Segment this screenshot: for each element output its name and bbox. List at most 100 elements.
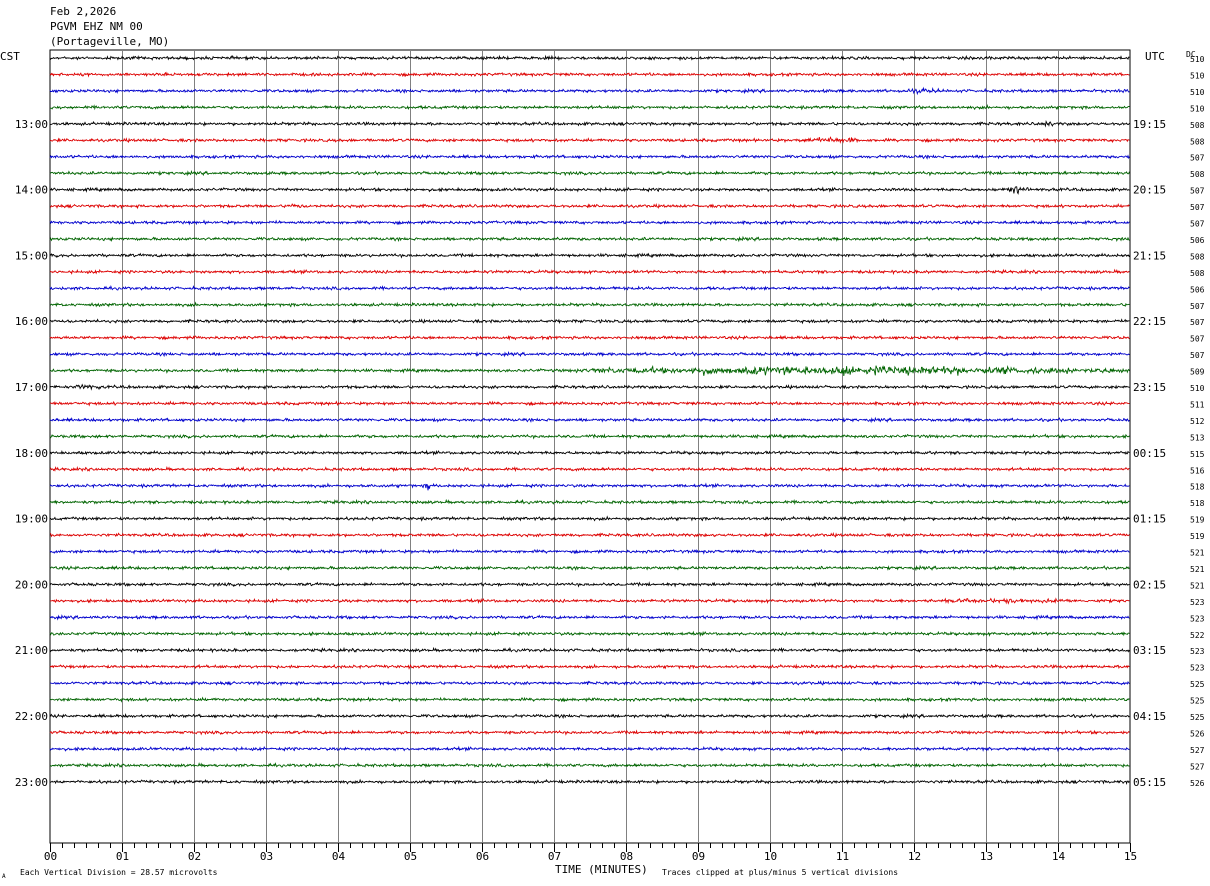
x-tick-label: 06 [476, 850, 489, 863]
seismic-trace [49, 153, 1130, 160]
dc-value: 507 [1190, 203, 1205, 212]
x-tick-label: 03 [260, 850, 273, 863]
left-timezone-label: CST [0, 50, 20, 63]
seismic-trace [49, 696, 1130, 703]
seismic-trace [49, 466, 1130, 473]
x-axis-label: TIME (MINUTES) [555, 863, 648, 876]
left-hour-label: 21:00 [15, 644, 48, 657]
dc-value: 525 [1190, 713, 1205, 722]
seismic-trace [49, 334, 1130, 341]
seismic-trace [49, 597, 1130, 605]
dc-value: 516 [1190, 466, 1205, 475]
dc-value: 507 [1190, 351, 1205, 360]
seismic-trace [49, 482, 1130, 491]
dc-value: 507 [1190, 154, 1205, 163]
left-hour-label: 22:00 [15, 710, 48, 723]
dc-value: 510 [1190, 88, 1205, 97]
x-tick-label: 05 [404, 850, 417, 863]
dc-value: 519 [1190, 516, 1205, 525]
seismic-trace [49, 383, 1130, 391]
seismic-trace [49, 630, 1130, 637]
seismic-trace [49, 219, 1130, 226]
dc-value: 518 [1190, 499, 1205, 508]
dc-value: 507 [1190, 187, 1205, 196]
seismic-trace [49, 762, 1130, 769]
date-title: Feb 2,2026 [50, 5, 117, 18]
dc-header-label: DC [1186, 50, 1196, 59]
x-tick-label: 13 [980, 850, 993, 863]
left-hour-label: 23:00 [15, 776, 48, 789]
seismic-trace [49, 71, 1130, 78]
dc-value: 525 [1190, 680, 1205, 689]
dc-value: 510 [1190, 384, 1205, 393]
seismic-trace [49, 400, 1130, 407]
seismic-trace [50, 515, 1130, 522]
location-title: (Portageville, MO) [50, 35, 170, 48]
seismic-trace [49, 712, 1130, 720]
seismic-trace [49, 119, 1130, 128]
dc-value: 508 [1190, 252, 1205, 261]
dc-value: 507 [1190, 335, 1205, 344]
right-timezone-label: UTC [1145, 50, 1165, 63]
x-tick-label: 04 [332, 850, 346, 863]
seismic-trace [49, 252, 1130, 259]
seismic-trace [49, 416, 1130, 424]
dc-value: 515 [1190, 450, 1205, 459]
dc-value: 527 [1190, 762, 1205, 771]
seismic-trace [49, 729, 1130, 736]
plot-frame [49, 49, 1131, 844]
right-hour-label: 02:15 [1133, 578, 1166, 591]
x-tick-label: 12 [908, 850, 921, 863]
dc-value: 523 [1190, 614, 1205, 623]
dc-value: 513 [1190, 433, 1205, 442]
right-hour-label: 22:15 [1133, 315, 1166, 328]
dc-value: 523 [1190, 664, 1205, 673]
seismic-trace [49, 614, 1130, 621]
seismic-trace [49, 778, 1130, 786]
right-hour-label: 01:15 [1133, 513, 1166, 526]
seismic-trace [49, 86, 1130, 96]
dc-value: 526 [1190, 729, 1205, 738]
right-hour-label: 21:15 [1133, 249, 1166, 262]
seismic-trace [49, 186, 1130, 195]
dc-value: 508 [1190, 170, 1205, 179]
left-hour-label: 18:00 [15, 447, 48, 460]
station-title: PGVM EHZ NM 00 [50, 20, 143, 33]
dc-value: 508 [1190, 269, 1205, 278]
seismic-trace [49, 284, 1130, 292]
seismic-trace [49, 498, 1130, 506]
dc-value: 511 [1190, 400, 1205, 409]
seismic-trace [49, 364, 1130, 376]
seismic-trace [49, 301, 1130, 309]
x-tick-label: 02 [188, 850, 201, 863]
seismic-trace [49, 136, 1130, 144]
left-hour-label: 15:00 [15, 249, 48, 262]
dc-value: 521 [1190, 581, 1205, 590]
x-tick-label: 07 [548, 850, 561, 863]
dc-value: 525 [1190, 697, 1205, 706]
dc-value: 519 [1190, 532, 1205, 541]
dc-value: 509 [1190, 368, 1205, 377]
clip-note: Traces clipped at plus/minus 5 vertical … [662, 868, 899, 877]
seismic-trace [49, 646, 1130, 654]
left-hour-label: 14:00 [15, 184, 48, 197]
left-hour-label: 20:00 [15, 578, 48, 591]
seismic-trace [49, 581, 1130, 588]
seismic-trace [49, 203, 1130, 210]
dc-value: 507 [1190, 220, 1205, 229]
dc-value: 523 [1190, 598, 1205, 607]
left-hour-label: 13:00 [15, 118, 48, 131]
seismic-trace [49, 54, 1130, 62]
dc-value: 523 [1190, 647, 1205, 656]
seismic-trace [49, 663, 1130, 670]
dc-value: 506 [1190, 285, 1205, 294]
left-hour-label: 19:00 [15, 513, 48, 526]
dc-value: 512 [1190, 417, 1205, 426]
right-hour-label: 03:15 [1133, 644, 1166, 657]
seismic-trace [49, 433, 1130, 440]
right-hour-label: 23:15 [1133, 381, 1166, 394]
dc-value: 510 [1190, 71, 1205, 80]
scale-note: Each Vertical Division = 28.57 microvolt… [20, 868, 218, 877]
x-tick-label: 01 [116, 850, 129, 863]
right-hour-label: 20:15 [1133, 184, 1166, 197]
